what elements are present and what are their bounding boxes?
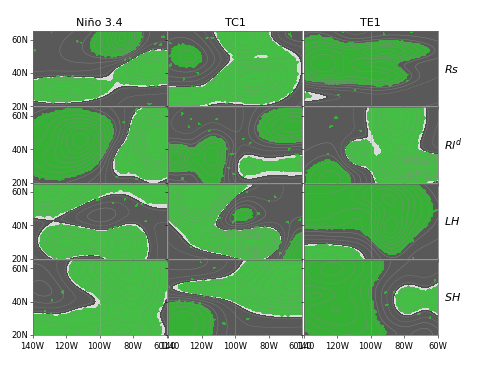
Text: 100W: 100W xyxy=(88,342,112,350)
Text: $\mathit{LH}$: $\mathit{LH}$ xyxy=(444,215,460,227)
Text: 140W: 140W xyxy=(20,342,44,350)
Text: 120W: 120W xyxy=(190,342,214,350)
Text: $\mathit{Rl}^\mathit{d}$: $\mathit{Rl}^\mathit{d}$ xyxy=(444,137,462,153)
Text: TE1: TE1 xyxy=(360,18,381,28)
Text: 60140: 60140 xyxy=(154,342,180,350)
Text: 60140: 60140 xyxy=(289,342,315,350)
Text: 120W: 120W xyxy=(325,342,349,350)
Text: 80W: 80W xyxy=(259,342,278,350)
Text: 80W: 80W xyxy=(124,342,142,350)
Text: Niño 3.4: Niño 3.4 xyxy=(76,18,123,28)
Text: 140: 140 xyxy=(160,342,176,350)
Text: $\mathit{SH}$: $\mathit{SH}$ xyxy=(444,291,460,303)
Text: 100W: 100W xyxy=(223,342,247,350)
Text: TC1: TC1 xyxy=(224,18,246,28)
Text: 140: 140 xyxy=(296,342,312,350)
Text: 120W: 120W xyxy=(54,342,78,350)
Text: 80W: 80W xyxy=(394,342,413,350)
Text: $\mathit{Rs}$: $\mathit{Rs}$ xyxy=(444,63,459,75)
Text: 60W: 60W xyxy=(428,342,447,350)
Text: 100W: 100W xyxy=(358,342,382,350)
